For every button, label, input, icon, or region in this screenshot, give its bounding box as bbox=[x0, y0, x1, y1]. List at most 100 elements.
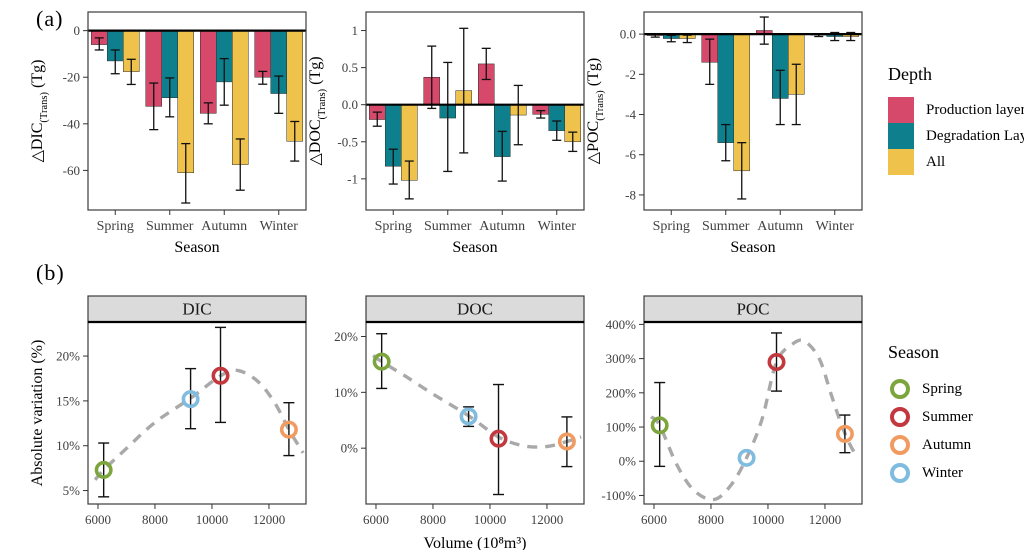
point-autumn bbox=[279, 420, 298, 439]
y-tick-label: 1 bbox=[352, 23, 359, 38]
y-tick-label: 0.5 bbox=[342, 60, 358, 75]
degradation-layer-swatch bbox=[888, 123, 914, 149]
y-tick-label: 100% bbox=[606, 420, 637, 435]
y-axis-title: △DIC(Trans) (Tg) bbox=[29, 60, 50, 163]
panel-border bbox=[87, 321, 307, 505]
y-tick-label: -2 bbox=[625, 67, 636, 82]
x-axis-title: Season bbox=[174, 239, 219, 256]
y-axis-title: Absolute variation (%) bbox=[29, 340, 46, 487]
y-tick-label: 10% bbox=[334, 385, 358, 400]
legend-item-all: All bbox=[888, 149, 1024, 175]
y-axis-title: △POC(Trans) (Tg) bbox=[585, 58, 606, 164]
winter-ring-icon bbox=[890, 463, 910, 483]
season-legend: Season Spring Summer Autumn Winter bbox=[888, 342, 973, 487]
x-tick-label: 6000 bbox=[363, 512, 389, 527]
x-axis-title: Volume (10⁸m³) bbox=[424, 535, 527, 550]
panel-header bbox=[365, 295, 585, 323]
bar-production-layer-autumn bbox=[200, 30, 217, 114]
x-tick-label: Summer bbox=[702, 219, 750, 234]
x-tick-label: 12000 bbox=[809, 512, 842, 527]
legend-label: Winter bbox=[922, 464, 964, 481]
panel-header bbox=[643, 295, 863, 323]
x-tick-label: Autumn bbox=[757, 219, 803, 234]
y-tick-label: 400% bbox=[606, 317, 637, 332]
legend-label: All bbox=[926, 153, 946, 170]
bars bbox=[647, 30, 859, 172]
legend-label: Summer bbox=[922, 408, 973, 425]
point-winter bbox=[737, 448, 756, 467]
x-axis-title: Season bbox=[452, 239, 497, 256]
x-tick-label: Autumn bbox=[201, 219, 247, 234]
y-axis-title: △DOC(Trans) (Tg) bbox=[307, 56, 328, 165]
depth-legend: Depth Production layer Degradation Layer… bbox=[888, 64, 1024, 175]
y-tick-label: 300% bbox=[606, 351, 637, 366]
legend-item-summer: Summer bbox=[888, 403, 973, 431]
dic-trans-bar-chart: 0 -20 -40 -60 Spring Summer Autumn Winter Season… bbox=[29, 11, 307, 256]
point-autumn bbox=[835, 424, 854, 443]
x-tick-label: Winter bbox=[260, 219, 299, 234]
point-spring bbox=[650, 416, 669, 435]
y-tick-label: 5% bbox=[63, 483, 81, 498]
x-tick-label: 6000 bbox=[85, 512, 111, 527]
error-bars bbox=[94, 37, 300, 204]
panel-b-label: (b) bbox=[36, 260, 65, 285]
y-tick-label: 0 bbox=[74, 23, 81, 38]
x-tick-label: 8000 bbox=[142, 512, 168, 527]
legend-item-spring: Spring bbox=[888, 375, 973, 403]
point-summer bbox=[767, 353, 786, 372]
y-tick-label: -100% bbox=[601, 488, 636, 503]
legend-item-winter: Winter bbox=[888, 459, 973, 487]
season-legend-title: Season bbox=[888, 342, 939, 362]
bars bbox=[369, 63, 581, 181]
x-tick-label: Spring bbox=[97, 219, 134, 234]
x-tick-label: Autumn bbox=[479, 219, 525, 234]
x-tick-label: Summer bbox=[424, 219, 472, 234]
point-winter bbox=[459, 407, 478, 426]
y-tick-label: -40 bbox=[63, 116, 80, 131]
point-spring bbox=[94, 460, 113, 479]
x-tick-label: 10000 bbox=[474, 512, 507, 527]
doc-trans-bar-chart: 1 0.5 0.0 -0.5 -1 Spring Summer Autumn Winter Sea… bbox=[307, 11, 585, 256]
legend-item-degradation-layer: Degradation Layer bbox=[888, 123, 1024, 149]
bars bbox=[91, 30, 303, 173]
dic-variation-scatter-chart: DIC 20% 15% 10% 5% 6000 8000 10000 12000 Absolute… bbox=[29, 295, 307, 527]
y-tick-label: -8 bbox=[625, 187, 636, 202]
y-tick-label: -4 bbox=[625, 107, 636, 122]
y-tick-label: -60 bbox=[63, 163, 80, 178]
trend-line bbox=[372, 354, 582, 449]
y-tick-label: 0% bbox=[619, 454, 637, 469]
panel-title: DIC bbox=[182, 300, 211, 319]
error-bars bbox=[654, 332, 851, 468]
x-tick-label: 12000 bbox=[531, 512, 564, 527]
y-tick-label: -20 bbox=[63, 70, 80, 85]
spring-ring-icon bbox=[890, 379, 910, 399]
x-tick-label: Summer bbox=[146, 219, 194, 234]
autumn-ring-icon bbox=[890, 435, 910, 455]
poc-variation-scatter-chart: POC 400% 300% 200% 100% 0% -100% 6000 8000 10000 1… bbox=[601, 295, 863, 527]
y-tick-label: -6 bbox=[625, 147, 636, 162]
point-summer bbox=[489, 429, 508, 448]
point-autumn bbox=[557, 432, 576, 451]
point-spring bbox=[372, 352, 391, 371]
x-tick-label: Winter bbox=[816, 219, 855, 234]
panel-header bbox=[87, 295, 307, 323]
legend-label: Spring bbox=[922, 380, 963, 397]
y-tick-label: 10% bbox=[56, 438, 80, 453]
x-tick-label: 8000 bbox=[420, 512, 446, 527]
panel-border bbox=[643, 321, 863, 505]
panel-border bbox=[87, 11, 307, 211]
point-winter bbox=[181, 390, 200, 409]
panel-border bbox=[365, 11, 585, 211]
y-tick-label: 0.0 bbox=[342, 97, 358, 112]
x-axis-title: Season bbox=[730, 239, 775, 256]
y-tick-label: 0% bbox=[341, 441, 359, 456]
y-tick-label: 20% bbox=[334, 329, 358, 344]
x-tick-label: 10000 bbox=[752, 512, 785, 527]
panel-title: DOC bbox=[457, 300, 493, 319]
x-tick-label: 6000 bbox=[641, 512, 667, 527]
y-tick-label: 20% bbox=[56, 349, 80, 364]
error-bars bbox=[650, 16, 856, 200]
x-tick-label: 10000 bbox=[196, 512, 229, 527]
error-bars bbox=[372, 27, 578, 200]
